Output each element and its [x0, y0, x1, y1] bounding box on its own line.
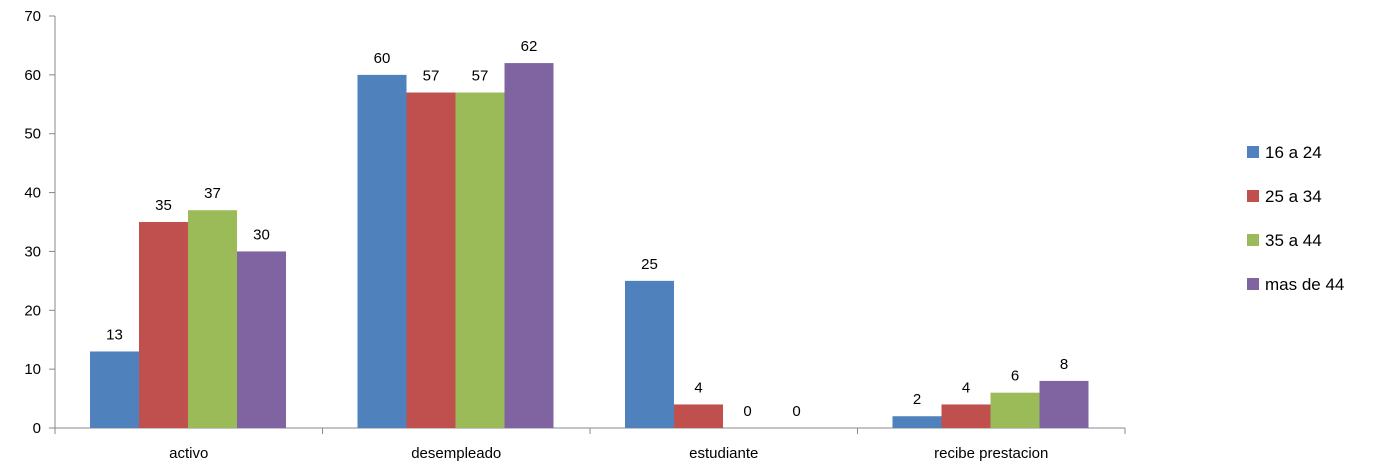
y-tick-label: 70: [24, 8, 41, 25]
data-label: 30: [253, 226, 270, 243]
bar: [90, 351, 139, 428]
bar: [504, 63, 554, 428]
legend-label: 25 a 34: [1265, 187, 1322, 206]
bar: [455, 92, 505, 428]
data-label: 62: [521, 38, 538, 55]
data-label: 0: [743, 403, 751, 420]
legend: 16 a 24 25 a 34 35 a 44 mas de 44: [1247, 143, 1344, 294]
bar: [941, 404, 991, 428]
data-label: 8: [1060, 356, 1068, 373]
data-labels: 13 60 25 2 35 57 4 4 37 57 0 6 30 62 0 8: [106, 38, 1068, 420]
bar: [625, 280, 674, 428]
legend-swatch: [1247, 234, 1259, 246]
bar: [892, 416, 942, 428]
legend-swatch: [1247, 278, 1259, 290]
data-label: 35: [155, 197, 172, 214]
legend-label: mas de 44: [1265, 275, 1344, 294]
data-label: 4: [962, 379, 970, 396]
data-label: 60: [374, 50, 391, 67]
data-label: 13: [106, 326, 123, 343]
data-label: 37: [204, 185, 221, 202]
data-label: 6: [1011, 368, 1019, 385]
bar: [990, 392, 1040, 428]
y-tick-label: 0: [33, 420, 41, 437]
y-tick-label: 20: [24, 302, 41, 319]
x-category-label: desempleado: [411, 445, 501, 462]
data-label: 57: [472, 68, 489, 85]
y-tick-label: 10: [24, 361, 41, 378]
bar: [1039, 380, 1089, 428]
y-tick-label: 30: [24, 243, 41, 260]
bar: [406, 92, 456, 428]
bars: [90, 63, 1089, 428]
bar: [674, 404, 723, 428]
data-label: 0: [792, 403, 800, 420]
bar: [188, 210, 237, 428]
x-category-label: estudiante: [689, 445, 758, 462]
data-label: 25: [641, 256, 658, 273]
x-category-label: activo: [169, 445, 208, 462]
bar: [237, 251, 286, 428]
x-category-label: recibe prestacion: [934, 445, 1048, 462]
data-label: 4: [694, 379, 702, 396]
data-label: 57: [423, 68, 440, 85]
y-tick-label: 50: [24, 126, 41, 143]
legend-swatch: [1247, 146, 1259, 158]
legend-label: 16 a 24: [1265, 143, 1322, 162]
y-tick-label: 40: [24, 185, 41, 202]
bar: [139, 222, 188, 428]
y-tick-label: 60: [24, 67, 41, 84]
bar: [357, 74, 407, 428]
legend-label: 35 a 44: [1265, 231, 1322, 250]
legend-swatch: [1247, 190, 1259, 202]
data-label: 2: [913, 391, 921, 408]
